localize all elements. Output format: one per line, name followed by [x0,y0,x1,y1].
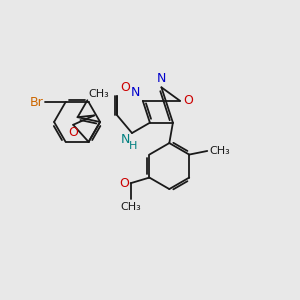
Text: CH₃: CH₃ [89,89,110,99]
Text: O: O [68,126,78,139]
Text: O: O [121,82,130,94]
Text: O: O [183,94,193,107]
Text: H: H [129,141,138,151]
Text: Br: Br [30,95,44,109]
Text: O: O [119,177,129,190]
Text: N: N [120,133,130,146]
Text: CH₃: CH₃ [209,146,230,156]
Text: N: N [157,72,166,85]
Text: CH₃: CH₃ [120,202,141,212]
Text: N: N [130,86,140,99]
